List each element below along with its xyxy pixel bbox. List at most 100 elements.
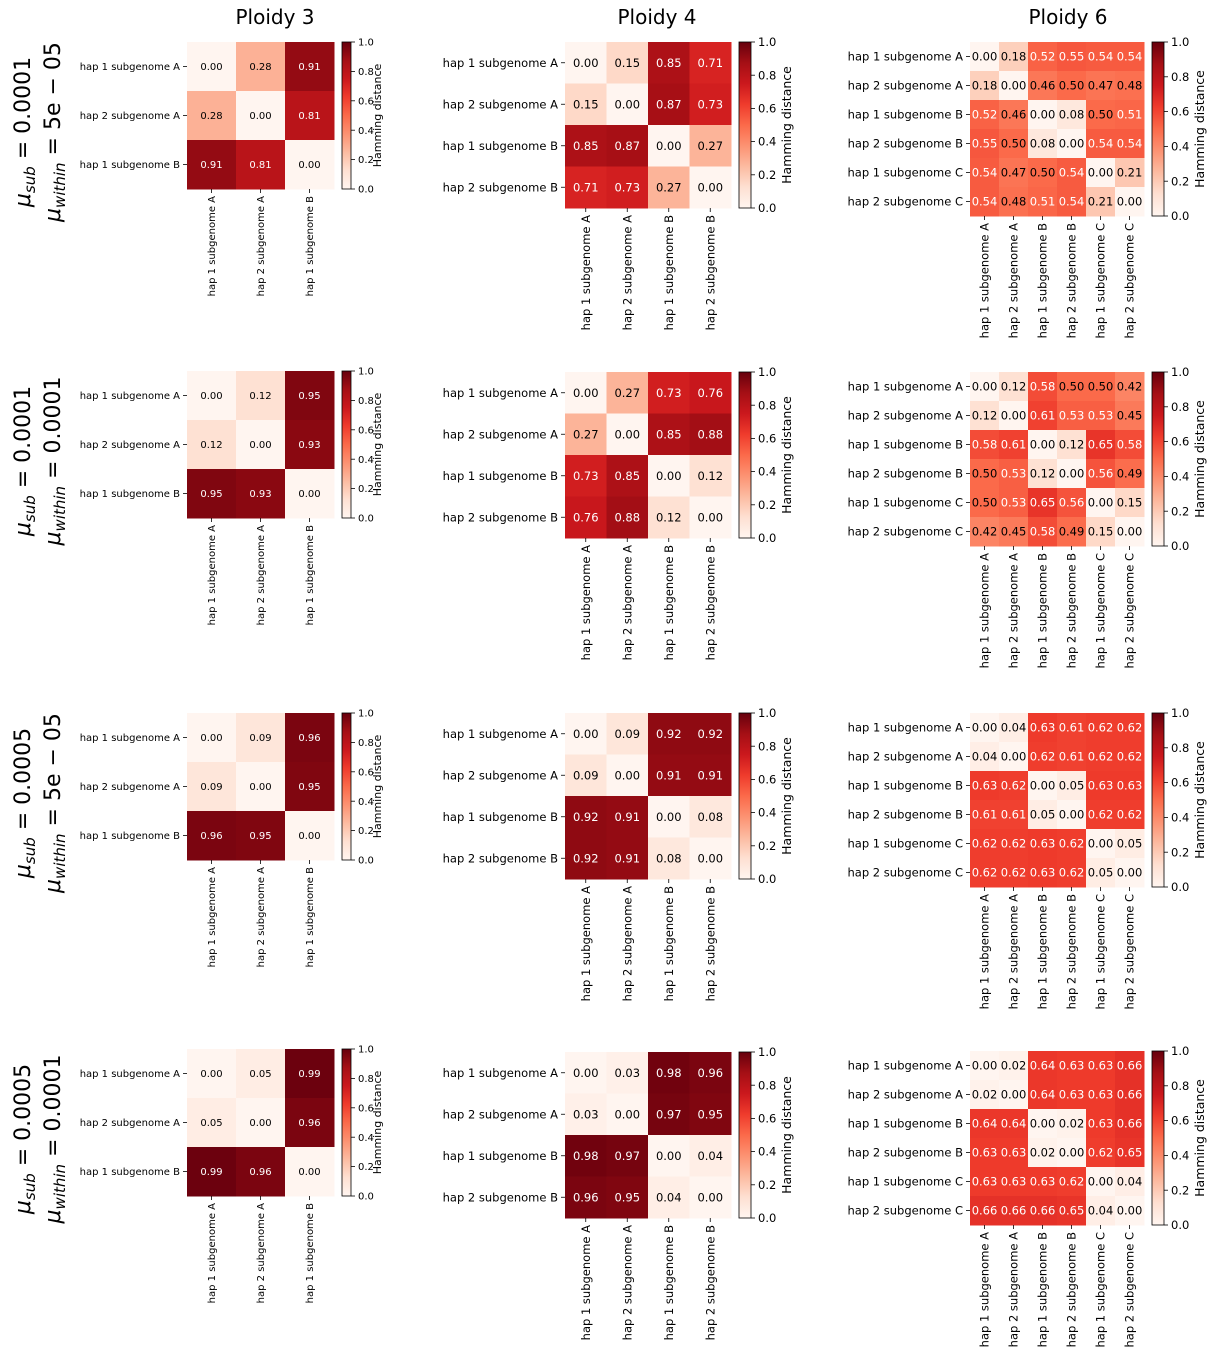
cell-value-label: 0.42 bbox=[1117, 380, 1143, 394]
x-tick-label: hap 2 subgenome C bbox=[1123, 1232, 1137, 1348]
cell-value-label: 0.65 bbox=[1059, 1204, 1085, 1218]
colorbar-tick-label: 0.8 bbox=[758, 68, 776, 82]
heatmap-cell bbox=[999, 713, 1029, 743]
cell-value-label: 0.81 bbox=[298, 111, 320, 122]
heatmap-cell bbox=[970, 1138, 1000, 1168]
y-tick-label: hap 1 subgenome B bbox=[443, 469, 558, 483]
cell-value-label: 0.12 bbox=[697, 469, 723, 483]
cell-value-label: 0.02 bbox=[1001, 1059, 1027, 1073]
heatmap-cell bbox=[1057, 100, 1087, 130]
x-tick-label: hap 1 subgenome B bbox=[662, 545, 676, 660]
heatmap-cell bbox=[970, 129, 1000, 159]
heatmap-cell bbox=[970, 517, 1000, 547]
cell-value-label: 0.21 bbox=[1117, 166, 1143, 180]
colorbar-tick-label: 0.8 bbox=[1171, 400, 1189, 414]
cell-value-label: 0.15 bbox=[614, 56, 640, 70]
y-tick-label: hap 1 subgenome A bbox=[443, 1066, 558, 1080]
heatmap-cell bbox=[1086, 1196, 1116, 1226]
cell-value-label: 0.61 bbox=[972, 808, 998, 822]
cell-value-label: 0.50 bbox=[972, 467, 998, 481]
cell-value-label: 0.64 bbox=[972, 1117, 998, 1131]
x-tick-label: hap 2 subgenome A bbox=[620, 1225, 634, 1340]
x-tick-label: hap 2 subgenome B bbox=[1065, 553, 1079, 668]
heatmap-cell bbox=[1115, 771, 1145, 801]
heatmap-cell bbox=[1057, 858, 1087, 888]
cell-value-label: 0.00 bbox=[1030, 1117, 1056, 1131]
heatmap-cell bbox=[565, 713, 607, 755]
y-tick-label: hap 1 subgenome B bbox=[848, 438, 963, 452]
heatmap-cell bbox=[648, 166, 690, 209]
cell-value-label: 0.00 bbox=[697, 851, 723, 865]
colorbar-tick-label: 0.4 bbox=[1171, 811, 1189, 825]
y-tick-label: hap 2 subgenome C bbox=[847, 195, 963, 209]
heatmap-cell bbox=[970, 858, 1000, 888]
cell-value-label: 0.08 bbox=[697, 810, 723, 824]
colorbar-tick-label: 0.0 bbox=[358, 1192, 374, 1203]
colorbar bbox=[738, 371, 752, 539]
cell-value-label: 0.05 bbox=[200, 1118, 222, 1129]
heatmap-cell bbox=[999, 1080, 1029, 1110]
cell-value-label: 0.99 bbox=[200, 1167, 222, 1178]
cell-value-label: 0.63 bbox=[972, 779, 998, 793]
heatmap-cell bbox=[689, 83, 732, 126]
colorbar-tick-label: 0.8 bbox=[1171, 70, 1189, 84]
cell-value-label: 0.02 bbox=[972, 1088, 998, 1102]
heatmap-cell bbox=[689, 1135, 732, 1177]
heatmap-cell bbox=[999, 1051, 1029, 1081]
column-title-1: Ploidy 3 bbox=[235, 5, 314, 29]
cell-value-label: 0.63 bbox=[1088, 1088, 1114, 1102]
heatmap-cell bbox=[1028, 1167, 1058, 1197]
colorbar-tick-label: 0.0 bbox=[758, 872, 776, 886]
cell-value-label: 0.92 bbox=[573, 851, 599, 865]
colorbar-tick-label: 0.8 bbox=[1171, 1079, 1189, 1093]
x-tick-label: hap 1 subgenome A bbox=[978, 894, 992, 1009]
heatmap-cell bbox=[1028, 42, 1058, 72]
heatmap-cell bbox=[970, 1109, 1000, 1139]
x-tick-label: hap 1 subgenome C bbox=[1094, 894, 1108, 1010]
cell-value-label: 0.62 bbox=[1001, 837, 1027, 851]
x-tick-label: hap 1 subgenome B bbox=[305, 1203, 316, 1303]
heatmap-cell bbox=[648, 1052, 690, 1094]
heatmap-cell bbox=[999, 158, 1029, 188]
heatmap-cell bbox=[565, 1093, 607, 1136]
cell-value-label: 0.09 bbox=[200, 782, 222, 793]
cell-value-label: 0.05 bbox=[1030, 808, 1056, 822]
heatmap-panel-r2-c2: 0.00 0.27 0.73 0.76 0.27 0.00 0.85 0.88 0.73 0.85… bbox=[443, 365, 794, 660]
heatmap-cell bbox=[1115, 372, 1145, 402]
colorbar-tick-label: 0.6 bbox=[758, 432, 776, 446]
heatmap-cell bbox=[285, 140, 335, 190]
cell-value-label: 0.62 bbox=[1088, 808, 1114, 822]
cell-value-label: 0.63 bbox=[1059, 1088, 1085, 1102]
heatmap-cell bbox=[236, 42, 286, 92]
cell-value-label: 0.28 bbox=[200, 111, 222, 122]
heatmap-cell bbox=[187, 371, 237, 421]
heatmap-cell bbox=[999, 372, 1029, 402]
heatmap-cell bbox=[1086, 858, 1116, 888]
y-tick-label: hap 2 subgenome A bbox=[848, 79, 963, 93]
cell-value-label: 0.73 bbox=[697, 97, 723, 111]
cell-value-label: 0.56 bbox=[1088, 467, 1114, 481]
cell-value-label: 0.00 bbox=[573, 386, 599, 400]
heatmap-cell bbox=[1115, 430, 1145, 460]
heatmap-cell bbox=[1028, 517, 1058, 547]
heatmap-cell bbox=[1057, 742, 1087, 772]
x-tick-label: hap 1 subgenome A bbox=[579, 545, 593, 660]
colorbar-tick-label: 0.4 bbox=[758, 806, 776, 820]
heatmap-cell bbox=[1086, 771, 1116, 801]
heatmap-cell bbox=[236, 469, 286, 519]
heatmap-cell bbox=[565, 1176, 607, 1219]
row-label-within-1: μwithin = 5e − 05 bbox=[41, 42, 69, 223]
column-titles: Ploidy 3 Ploidy 4 Ploidy 6 bbox=[235, 5, 1107, 29]
heatmap-cell bbox=[999, 71, 1029, 101]
cell-value-label: 0.66 bbox=[1117, 1088, 1143, 1102]
cell-value-label: 0.62 bbox=[1001, 779, 1027, 793]
cell-value-label: 0.63 bbox=[972, 1146, 998, 1160]
colorbar-tick-label: 0.0 bbox=[1171, 539, 1189, 553]
cell-value-label: 0.93 bbox=[249, 489, 271, 500]
cell-value-label: 0.15 bbox=[1088, 525, 1114, 539]
colorbar bbox=[341, 712, 352, 861]
heatmap-cell bbox=[999, 1196, 1029, 1226]
heatmap-cell bbox=[1057, 488, 1087, 518]
heatmap-cell bbox=[1057, 430, 1087, 460]
